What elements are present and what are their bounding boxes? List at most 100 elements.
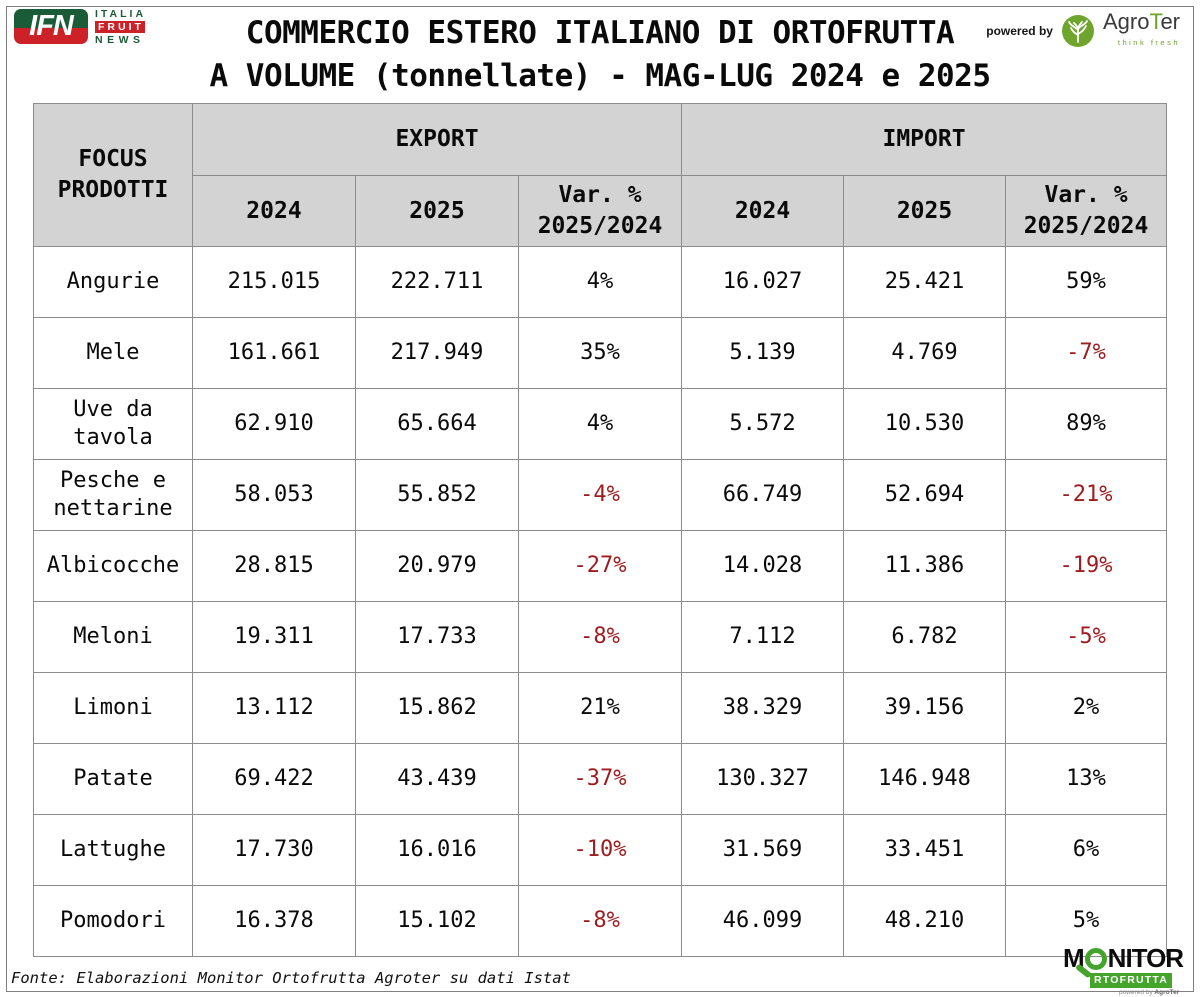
cell-import-2024: 66.749 — [681, 459, 845, 531]
cell-import-2024: 38.329 — [681, 672, 845, 744]
ifn-news-label: NEWS — [95, 33, 145, 46]
product-name: Uve da tavola — [33, 388, 193, 460]
monitor-powered-by: powered by AgroTer — [1119, 988, 1180, 996]
cell-import-var: 89% — [1005, 388, 1168, 460]
table-row: Mele 161.661 217.949 35% 5.139 4.769 -7% — [33, 317, 1168, 389]
product-name: Albicocche — [33, 530, 193, 602]
product-name: Lattughe — [33, 814, 193, 886]
cell-export-2024: 215.015 — [192, 246, 356, 318]
export-var-header: Var. % 2025/2024 — [517, 175, 683, 247]
cell-import-2024: 5.572 — [681, 388, 845, 460]
cell-import-2024: 130.327 — [681, 743, 845, 815]
cell-export-2025: 15.102 — [355, 885, 519, 957]
cell-export-var: -10% — [517, 814, 683, 886]
ortofrutta-bar: RTOFRUTTA — [1090, 973, 1172, 988]
cell-export-2024: 17.730 — [192, 814, 356, 886]
table-row: Albicocche 28.815 20.979 -27% 14.028 11.386 -1… — [33, 530, 1168, 602]
cell-import-2024: 31.569 — [681, 814, 845, 886]
agroter-tree-icon — [1061, 15, 1094, 47]
cell-export-2025: 222.711 — [355, 246, 519, 318]
cell-import-var: 59% — [1005, 246, 1168, 318]
cell-export-var: -37% — [517, 743, 683, 815]
table-row: Angurie 215.015 222.711 4% 16.027 25.421 59% — [33, 246, 1168, 318]
cell-import-2025: 25.421 — [843, 246, 1007, 318]
cell-import-var: 13% — [1005, 743, 1168, 815]
cell-import-2024: 14.028 — [681, 530, 845, 602]
cell-export-2025: 43.439 — [355, 743, 519, 815]
agroter-tagline: think fresh — [1117, 38, 1180, 47]
cell-export-2024: 161.661 — [192, 317, 356, 389]
cell-export-var: 21% — [517, 672, 683, 744]
cell-export-2025: 65.664 — [355, 388, 519, 460]
cell-import-2024: 5.139 — [681, 317, 845, 389]
cell-export-2024: 28.815 — [192, 530, 356, 602]
cell-import-var: -5% — [1005, 601, 1168, 673]
cell-import-2024: 7.112 — [681, 601, 845, 673]
agroter-name: AgroTer — [1102, 9, 1180, 34]
cell-export-2024: 58.053 — [192, 459, 356, 531]
cell-export-2025: 217.949 — [355, 317, 519, 389]
powered-by-label: powered by — [986, 24, 1053, 38]
cell-import-2025: 11.386 — [843, 530, 1007, 602]
cell-export-2025: 15.862 — [355, 672, 519, 744]
cell-export-2025: 55.852 — [355, 459, 519, 531]
ifn-fruit-label: FRUIT — [95, 20, 145, 34]
cell-import-2024: 46.099 — [681, 885, 845, 957]
table-row: Meloni 19.311 17.733 -8% 7.112 6.782 -5% — [33, 601, 1168, 673]
import-group-header: IMPORT — [681, 103, 1168, 176]
cell-import-var: -21% — [1005, 459, 1168, 531]
title-line-2: A VOLUME (tonnellate) - MAG-LUG 2024 e 2… — [209, 58, 991, 94]
cell-export-2024: 69.422 — [192, 743, 356, 815]
table-row: Patate 69.422 43.439 -37% 130.327 146.948 13% — [33, 743, 1168, 815]
table-row: Pesche e nettarine 58.053 55.852 -4% 66.749 5… — [33, 459, 1168, 531]
cell-import-var: 6% — [1005, 814, 1168, 886]
cell-import-2024: 16.027 — [681, 246, 845, 318]
ifn-wordmark: ITALIA FRUIT NEWS — [95, 9, 146, 45]
source-note: Fonte: Elaborazioni Monitor Ortofrutta A… — [11, 969, 571, 987]
cell-import-2025: 6.782 — [843, 601, 1007, 673]
product-name: Pesche e nettarine — [33, 459, 193, 531]
magnifier-icon — [1084, 948, 1107, 970]
table-row: Limoni 13.112 15.862 21% 38.329 39.156 2% — [33, 672, 1168, 744]
cell-import-var: 5% — [1005, 885, 1168, 957]
agroter-wordmark: AgroTer think fresh — [1103, 11, 1180, 48]
cell-export-var: 35% — [517, 317, 683, 389]
cell-export-2024: 19.311 — [192, 601, 356, 673]
product-name: Pomodori — [33, 885, 193, 957]
export-group-header: EXPORT — [191, 103, 683, 176]
cell-export-var: -27% — [517, 530, 683, 602]
product-name: Mele — [33, 317, 193, 389]
sub-header-row: 2024 2025 Var. % 2025/2024 2024 2025 Var… — [34, 175, 1168, 247]
table-row: Lattughe 17.730 16.016 -10% 31.569 33.451 6% — [33, 814, 1168, 886]
cell-export-2024: 16.378 — [192, 885, 356, 957]
table-row: Uve da tavola 62.910 65.664 4% 5.572 10.530 89… — [33, 388, 1168, 460]
cell-export-var: -8% — [517, 601, 683, 673]
table-header: FOCUS PRODOTTI EXPORT IMPORT 2024 2025 V… — [33, 103, 1168, 247]
cell-import-2025: 48.210 — [843, 885, 1007, 957]
product-name: Meloni — [33, 601, 193, 673]
cell-import-2025: 10.530 — [843, 388, 1007, 460]
title-line-1: COMMERCIO ESTERO ITALIANO DI ORTOFRUTTA — [245, 15, 955, 51]
cell-import-2025: 4.769 — [843, 317, 1007, 389]
cell-export-var: -4% — [517, 459, 683, 531]
ifn-abbr: IFN — [29, 10, 74, 42]
cell-export-2025: 20.979 — [355, 530, 519, 602]
cell-export-2024: 62.910 — [192, 388, 356, 460]
ifn-badge: IFN — [14, 9, 88, 44]
cell-import-2025: 39.156 — [843, 672, 1007, 744]
export-2025-header: 2025 — [355, 175, 519, 247]
product-name: Limoni — [33, 672, 193, 744]
trade-table: FOCUS PRODOTTI EXPORT IMPORT 2024 2025 V… — [33, 103, 1168, 957]
page-title: COMMERCIO ESTERO ITALIANO DI ORTOFRUTTA … — [0, 12, 1200, 98]
product-name: Patate — [33, 743, 193, 815]
ifn-italia-label: ITALIA — [95, 8, 147, 20]
cell-import-var: -19% — [1005, 530, 1168, 602]
product-name: Angurie — [33, 246, 193, 318]
table-row: Pomodori 16.378 15.102 -8% 46.099 48.210 5% — [33, 885, 1168, 957]
cell-export-2024: 13.112 — [192, 672, 356, 744]
cell-import-var: -7% — [1005, 317, 1168, 389]
monitor-ortofrutta-logo: M NITOR RTOFRUTTA powered by AgroTer — [1063, 945, 1193, 996]
cell-export-2025: 16.016 — [355, 814, 519, 886]
export-2024-header: 2024 — [192, 175, 356, 247]
cell-import-var: 2% — [1005, 672, 1168, 744]
